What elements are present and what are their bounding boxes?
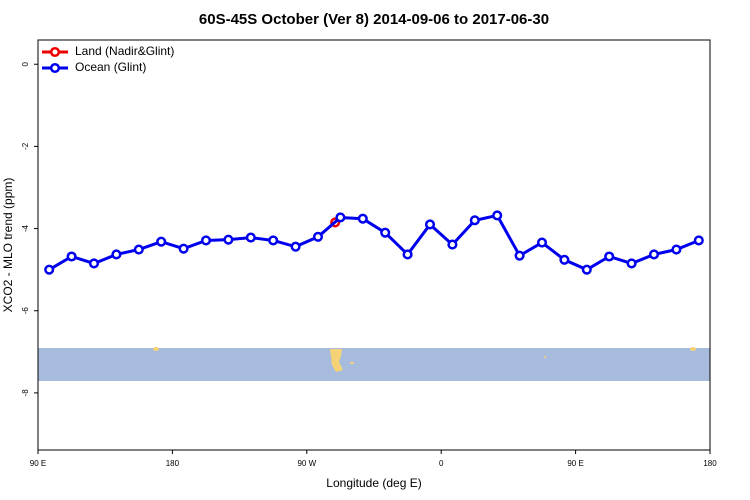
legend-label: Ocean (Glint) [75, 60, 146, 74]
y-tick-label: -4 [21, 224, 30, 232]
point [178, 243, 189, 254]
point [133, 244, 144, 255]
point [648, 249, 660, 260]
x-axis-label: Longitude (deg E) [326, 476, 421, 490]
x-tick-label: 180 [703, 459, 717, 468]
point [514, 250, 525, 261]
point [200, 235, 212, 246]
chart-title: 60S-45S October (Ver 8) 2014-09-06 to 20… [199, 11, 549, 28]
point [693, 235, 704, 246]
x-tick-label: 90 E [30, 459, 46, 468]
y-tick-label: -2 [21, 142, 30, 150]
point [492, 210, 503, 221]
legend-marker [49, 46, 61, 58]
point [559, 254, 570, 265]
point [156, 236, 167, 247]
point [447, 239, 458, 250]
point [604, 251, 615, 262]
point [626, 258, 637, 269]
x-tick-label: 90 W [297, 459, 316, 468]
point [312, 231, 324, 242]
point [357, 213, 368, 224]
x-tick-label: 90 E [567, 459, 583, 468]
y-tick-label: 0 [21, 61, 30, 66]
plot-frame [37, 39, 711, 451]
x-tick-label: 0 [439, 459, 444, 468]
point [223, 234, 234, 245]
point [111, 249, 122, 260]
legend-marker [49, 62, 61, 74]
point [402, 249, 413, 260]
y-tick-label: -6 [21, 307, 30, 315]
point [671, 244, 682, 255]
point [380, 227, 391, 238]
series-line [48, 213, 700, 272]
x-tick-label: 180 [166, 459, 180, 468]
point [44, 264, 55, 275]
legend-label: Land (Nadir&Glint) [75, 44, 174, 58]
point [245, 232, 256, 243]
map-strip [38, 347, 710, 381]
point [66, 251, 77, 262]
point [335, 212, 346, 223]
point [424, 219, 436, 230]
point [536, 237, 548, 248]
point [469, 215, 480, 226]
point [88, 258, 100, 269]
point [268, 235, 279, 246]
y-axis-label: XCO2 - MLO trend (ppm) [1, 178, 15, 313]
point [581, 264, 592, 275]
y-tick-label: -8 [21, 389, 30, 397]
point [290, 241, 301, 252]
